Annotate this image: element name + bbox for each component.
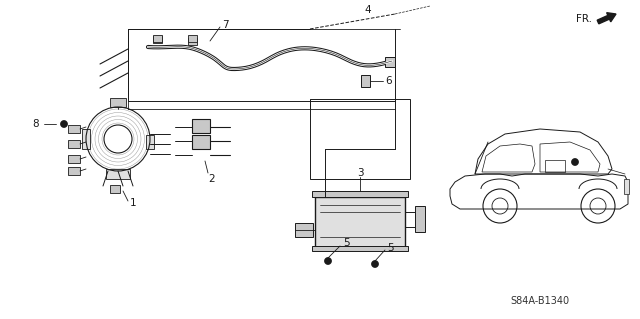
Circle shape xyxy=(324,257,332,264)
Bar xyxy=(153,35,162,42)
Bar xyxy=(310,99,410,179)
Bar xyxy=(312,191,408,197)
Bar xyxy=(624,179,629,194)
Bar xyxy=(68,125,80,133)
Bar xyxy=(295,223,313,237)
Bar xyxy=(192,119,210,133)
Bar xyxy=(82,129,90,149)
FancyArrow shape xyxy=(597,13,616,24)
Bar xyxy=(153,36,162,43)
Circle shape xyxy=(371,261,378,268)
Circle shape xyxy=(572,159,579,166)
Text: 5: 5 xyxy=(388,243,394,253)
Bar xyxy=(146,135,154,149)
Bar xyxy=(68,155,80,163)
Text: 7: 7 xyxy=(221,20,228,30)
Bar xyxy=(385,57,395,67)
Text: 2: 2 xyxy=(209,174,215,184)
Bar xyxy=(106,169,130,179)
Bar xyxy=(361,75,370,87)
Text: 1: 1 xyxy=(130,198,136,208)
Text: 6: 6 xyxy=(386,76,392,86)
Text: 8: 8 xyxy=(33,119,39,129)
Bar xyxy=(415,206,425,232)
Bar xyxy=(312,246,408,251)
Text: 5: 5 xyxy=(342,238,349,248)
Text: FR.: FR. xyxy=(576,14,592,24)
Bar xyxy=(545,160,565,172)
Bar xyxy=(188,35,197,42)
Bar xyxy=(110,98,126,107)
Text: S84A-B1340: S84A-B1340 xyxy=(511,296,570,306)
Bar xyxy=(188,38,197,45)
Bar xyxy=(110,185,120,193)
Bar xyxy=(68,140,80,148)
Circle shape xyxy=(61,121,67,128)
Bar xyxy=(192,135,210,149)
Text: 4: 4 xyxy=(365,5,371,15)
Bar xyxy=(68,167,80,175)
Text: 3: 3 xyxy=(356,168,364,178)
Bar xyxy=(315,197,405,247)
